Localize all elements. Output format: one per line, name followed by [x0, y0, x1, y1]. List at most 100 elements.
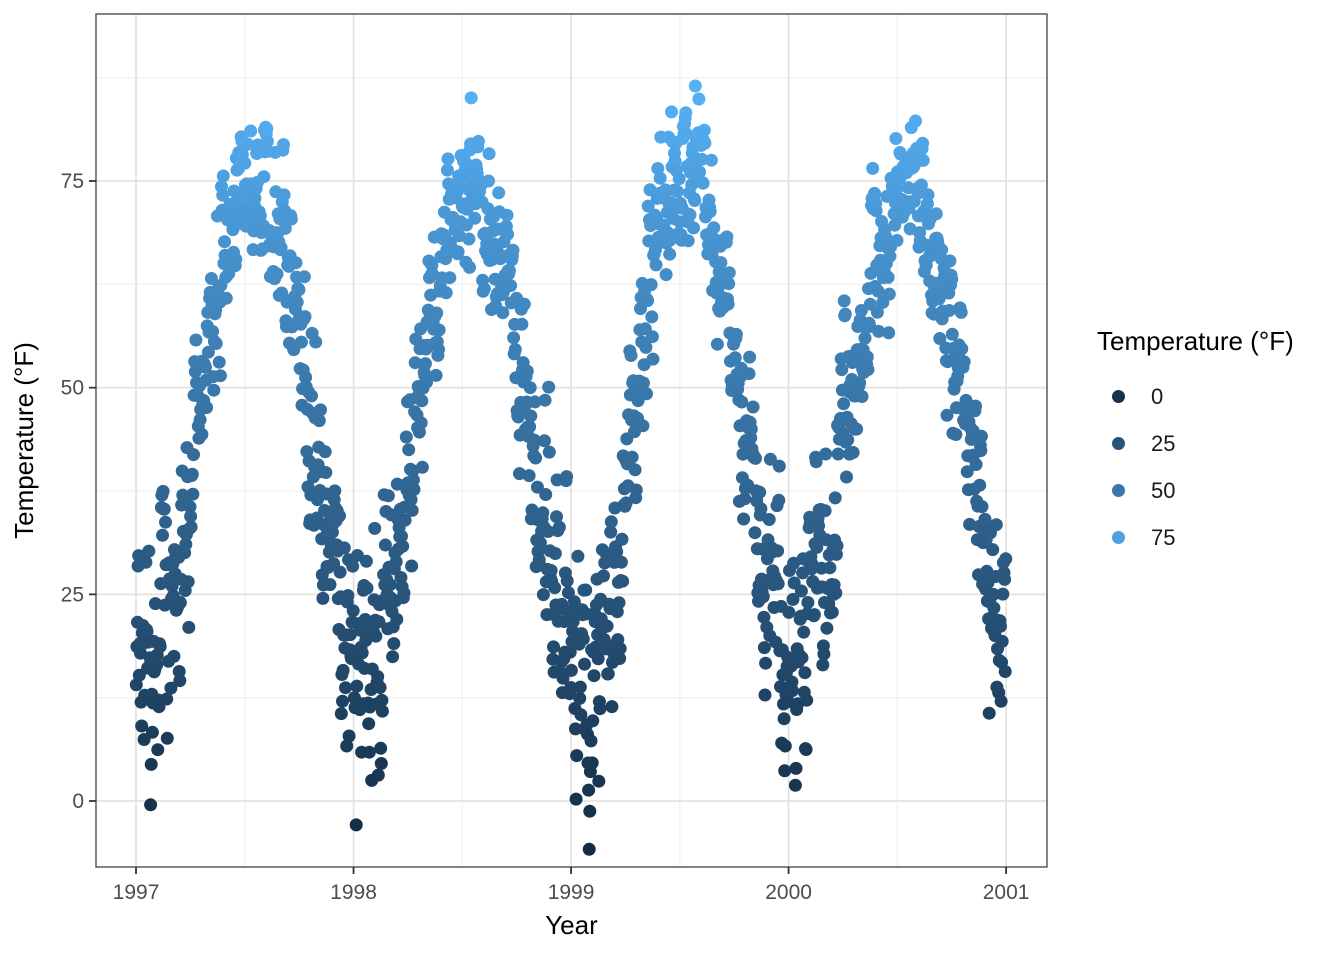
scatter-point [743, 350, 757, 364]
scatter-point [179, 537, 193, 551]
scatter-point [599, 546, 613, 560]
scatter-point [838, 307, 852, 321]
scatter-point [578, 657, 591, 671]
scatter-point [817, 647, 831, 661]
scatter-point [763, 452, 777, 466]
x-tick-label: 1998 [330, 881, 377, 904]
scatter-point [597, 632, 611, 646]
scatter-point [710, 337, 724, 351]
scatter-point [341, 589, 355, 603]
scatter-point [398, 513, 412, 527]
scatter-point [871, 284, 885, 298]
scatter-point [547, 640, 560, 654]
scatter-point [582, 783, 596, 797]
scatter-point [819, 447, 833, 461]
scatter-point [528, 395, 542, 409]
scatter-point [681, 234, 695, 248]
scatter-point [663, 247, 677, 261]
scatter-point [504, 279, 518, 293]
scatter-point [399, 430, 413, 444]
scatter-point [957, 355, 971, 369]
scatter-point [738, 492, 752, 506]
scatter-point [541, 525, 555, 538]
scatter-point [440, 163, 454, 177]
scatter-point [974, 444, 988, 458]
scatter-point [371, 670, 385, 684]
scatter-point [600, 619, 614, 633]
scatter-point [536, 506, 550, 520]
scatter-point [628, 463, 642, 477]
y-tick-labels: 0 25 50 75 [61, 170, 84, 813]
scatter-point [929, 207, 943, 221]
scatter-point [982, 706, 996, 720]
scatter-point [362, 745, 376, 759]
scatter-point [772, 459, 786, 473]
scatter-point [978, 512, 992, 526]
scatter-point [183, 500, 197, 514]
scatter-point [810, 540, 824, 554]
scatter-point [758, 688, 772, 702]
scatter-point [789, 761, 803, 775]
scatter-point [430, 306, 444, 320]
scatter-point [829, 586, 843, 600]
scatter-point [703, 205, 717, 218]
scatter-point [383, 578, 397, 592]
y-tick-label: 0 [72, 790, 84, 813]
scatter-point [369, 629, 383, 643]
scatter-point [150, 658, 164, 672]
scatter-point [359, 554, 373, 568]
scatter-point [797, 625, 811, 639]
scatter-point [999, 552, 1013, 566]
scatter-point [830, 539, 844, 553]
axis-ticks [89, 180, 1008, 874]
scatter-point [462, 232, 476, 246]
scatter-point [139, 555, 153, 569]
scatter-point [213, 369, 227, 383]
scatter-point [816, 658, 830, 672]
scatter-point [610, 545, 624, 559]
scatter-point [916, 136, 930, 150]
scatter-point [576, 632, 590, 646]
scatter-point [825, 605, 839, 619]
scatter-point [212, 355, 226, 369]
scatter-point [284, 212, 298, 226]
scatter-point [374, 741, 388, 755]
scatter-point [277, 188, 291, 202]
scatter-point [840, 470, 853, 484]
scatter-point [598, 556, 612, 570]
scatter-point [756, 590, 770, 604]
scatter-point [995, 634, 1009, 648]
scatter-point [557, 615, 571, 628]
scatter-point [778, 764, 792, 778]
scatter-point [975, 500, 989, 514]
scatter-point [801, 596, 815, 609]
scatter-point [386, 650, 400, 664]
scatter-point [405, 503, 419, 517]
scatter-point [945, 327, 959, 341]
scatter-point [996, 587, 1010, 601]
scatter-point [986, 587, 1000, 601]
scatter-point [571, 549, 585, 563]
scatter-point [492, 186, 506, 200]
scatter-point [396, 539, 410, 553]
y-tick-label: 50 [61, 377, 84, 400]
scatter-point [612, 596, 626, 610]
scatter-point [538, 393, 552, 407]
scatter-point [529, 451, 543, 465]
scatter-point [207, 383, 221, 397]
scatter-point [468, 211, 482, 225]
scatter-point [343, 628, 357, 642]
scatter-point [641, 199, 655, 213]
scatter-point [406, 473, 420, 487]
scatter-point [573, 691, 587, 705]
scatter-point [373, 681, 387, 694]
scatter-point [688, 79, 702, 93]
y-tick-label: 25 [61, 583, 84, 606]
scatter-point [404, 493, 418, 507]
scatter-point [517, 297, 531, 311]
scatter-point [570, 749, 584, 763]
x-tick-label: 2000 [765, 881, 812, 904]
scatter-point [960, 465, 974, 479]
scatter-point [692, 92, 706, 106]
scatter-point [533, 536, 547, 550]
